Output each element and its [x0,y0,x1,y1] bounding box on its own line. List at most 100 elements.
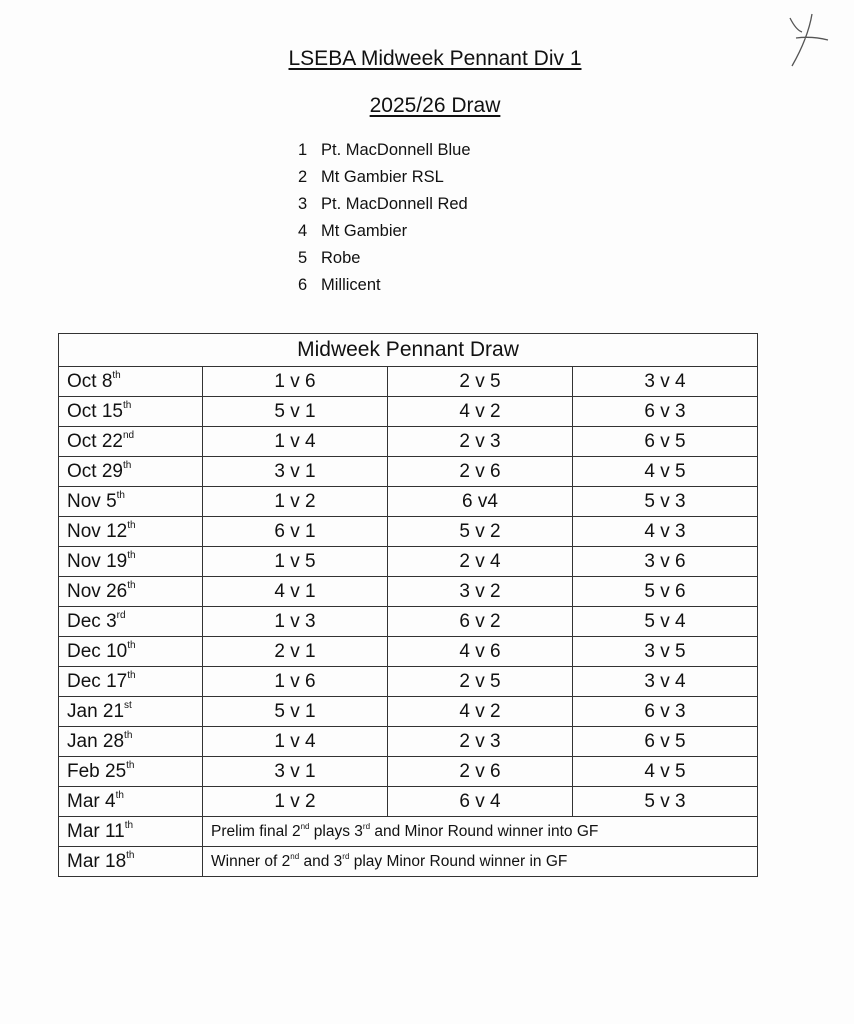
team-name: Robe [321,249,361,267]
date-text: Mar 11 [67,820,125,842]
match-cell: 1 v 2 [202,486,388,517]
ordinal-suffix: rd [362,821,371,831]
team-list-item: 6 Millicent [298,273,471,300]
date-suffix: th [126,849,135,861]
team-list: 1 Pt. MacDonnell Blue 2 Mt Gambier RSL 3 Pt. … [298,138,471,300]
match-cell: 6 v 2 [386,606,573,637]
date-suffix: th [124,819,134,831]
round-date: Dec 17th [58,666,203,697]
team-list-item: 1 Pt. MacDonnell Blue [298,138,471,165]
finals-row: Mar 11th Prelim final 2nd plays 3rd and M… [58,816,758,847]
match-cell: 2 v 6 [386,456,573,487]
round-date: Nov 12th [58,516,203,547]
team-list-item: 3 Pt. MacDonnell Red [298,192,471,219]
date-text: Oct 15 [67,400,123,422]
round-date: Feb 25th [58,756,203,787]
match-cell: 1 v 5 [202,546,388,577]
match-cell: 1 v 2 [202,786,388,817]
match-cell: 1 v 4 [202,726,388,757]
match-cell: 4 v 6 [386,636,573,667]
match-cell: 6 v 5 [571,426,759,457]
match-cell: 2 v 1 [202,636,388,667]
note-text: Winner of 2 [211,852,291,870]
team-name: Pt. MacDonnell Red [321,195,468,213]
round-date: Dec 10th [58,636,203,667]
match-cell: 1 v 4 [202,426,388,457]
date-suffix: th [126,759,135,771]
round-date: Jan 28th [58,726,203,757]
date-suffix: rd [116,609,126,621]
note-text: and 3 [299,852,343,870]
date-text: Feb 25 [67,760,127,782]
round-date: Oct 29th [58,456,203,487]
match-cell: 6 v4 [386,486,573,517]
match-cell: 5 v 4 [571,606,759,637]
match-cell: 5 v 1 [202,696,388,727]
match-cell: 3 v 5 [571,636,759,667]
date-text: Mar 4 [67,790,116,812]
note-text: plays 3 [309,822,363,840]
match-cell: 6 v 5 [571,726,759,757]
match-cell: 2 v 3 [386,726,573,757]
round-date: Mar 4th [58,786,203,817]
round-date: Mar 11th [58,816,203,847]
date-text: Dec 10 [67,640,128,662]
match-cell: 2 v 5 [386,366,573,397]
team-name: Millicent [321,276,381,294]
date-suffix: th [127,549,136,561]
table-heading: Midweek Pennant Draw [58,333,758,367]
date-suffix: th [124,729,133,741]
team-name: Mt Gambier [321,222,408,240]
match-cell: 5 v 3 [571,786,759,817]
match-cell: 6 v 1 [202,516,388,547]
match-cell: 2 v 6 [386,756,573,787]
match-cell: 4 v 1 [202,576,388,607]
finals-note: Prelim final 2nd plays 3rd and Minor Rou… [202,816,758,847]
match-cell: 4 v 5 [571,756,759,787]
team-name: Pt. MacDonnell Blue [321,141,471,159]
date-suffix: nd [122,429,135,441]
finals-note: Winner of 2nd and 3rd play Minor Round w… [202,846,758,877]
date-text: Jan 28 [67,730,125,752]
date-text: Mar 18 [67,850,127,872]
handwritten-initial-mark [789,13,829,67]
date-text: Dec 17 [67,670,128,692]
match-cell: 6 v 4 [386,786,573,817]
match-cell: 3 v 4 [571,366,759,397]
round-date: Oct 22nd [58,426,203,457]
ordinal-suffix: nd [290,851,300,861]
round-date: Oct 15th [58,396,203,427]
match-cell: 6 v 3 [571,696,759,727]
match-cell: 2 v 4 [386,546,573,577]
match-cell: 3 v 1 [202,456,388,487]
note-text: Prelim final 2 [211,822,301,840]
match-cell: 1 v 6 [202,366,388,397]
date-text: Nov 12 [67,520,128,542]
match-cell: 3 v 1 [202,756,388,787]
note-text: play Minor Round winner in GF [349,852,568,870]
round-date: Nov 26th [58,576,203,607]
team-number: 1 [298,141,308,159]
match-cell: 5 v 2 [386,516,573,547]
date-text: Nov 26 [67,580,128,602]
round-date: Nov 19th [58,546,203,577]
date-suffix: th [115,789,124,801]
round-date: Dec 3rd [58,606,203,637]
date-suffix: th [127,519,136,531]
date-text: Oct 22 [67,430,123,452]
date-text: Nov 5 [67,490,117,512]
match-cell: 2 v 3 [386,426,573,457]
document-subtitle: 2025/26 Draw [369,94,501,117]
match-cell: 1 v 6 [202,666,388,697]
document-title: LSEBA Midweek Pennant Div 1 [288,47,582,70]
match-cell: 4 v 2 [386,396,573,427]
team-number: 2 [298,168,308,186]
match-cell: 4 v 2 [386,696,573,727]
